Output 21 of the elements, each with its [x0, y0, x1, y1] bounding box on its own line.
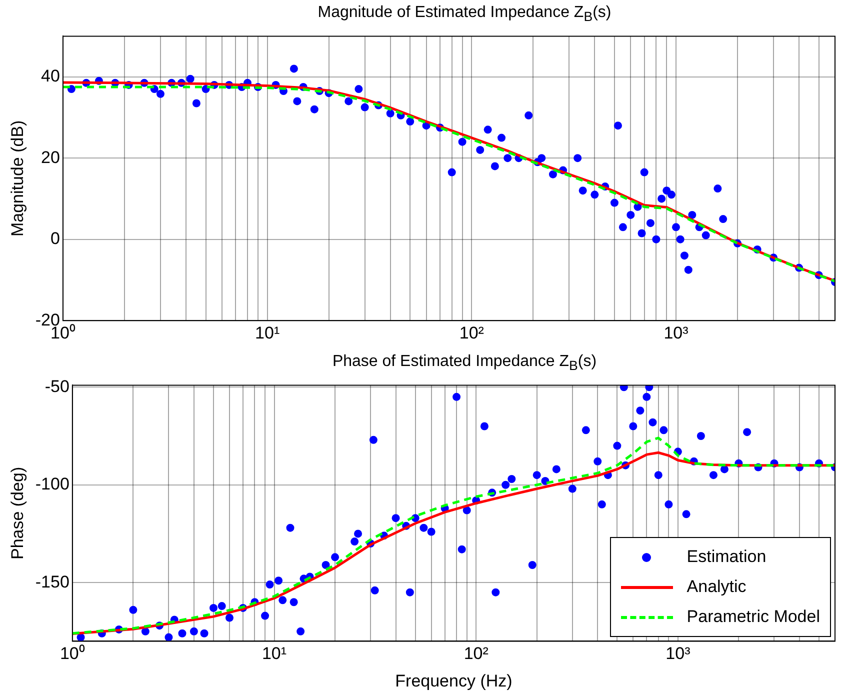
y-tick-label: 20: [41, 148, 60, 167]
legend-label: Analytic: [686, 577, 746, 598]
x-tick-label: 10³: [666, 644, 691, 664]
legend-label: Parametric Model: [686, 607, 820, 628]
y-axis-title: Phase (deg): [8, 466, 27, 560]
x-tick-label: 10²: [459, 323, 484, 342]
chart-title: Magnitude of Estimated Impedance Z$_{B}$(s): [316, 4, 612, 24]
y-tick-label: -100: [35, 474, 70, 494]
y-tick-label: 0: [50, 229, 60, 248]
x-tick-label: 10¹: [262, 644, 287, 664]
x-axis-title: Frequency (Hz): [395, 671, 512, 690]
chart-title: Phase of Estimated Impedance Z$_{B}$(s): [331, 353, 598, 374]
y-tick-label: -50: [44, 376, 70, 396]
x-tick-label: 10³: [664, 323, 689, 342]
x-tick-label: 10⁰: [60, 644, 85, 664]
y-tick-label: -150: [35, 572, 70, 592]
y-axis-title: Magnitude (dB): [8, 120, 27, 237]
y-tick-label: 40: [41, 66, 60, 86]
x-tick-label: 10¹: [255, 323, 280, 342]
x-tick-label: 10²: [464, 644, 489, 664]
legend-label: Estimation: [686, 547, 766, 568]
